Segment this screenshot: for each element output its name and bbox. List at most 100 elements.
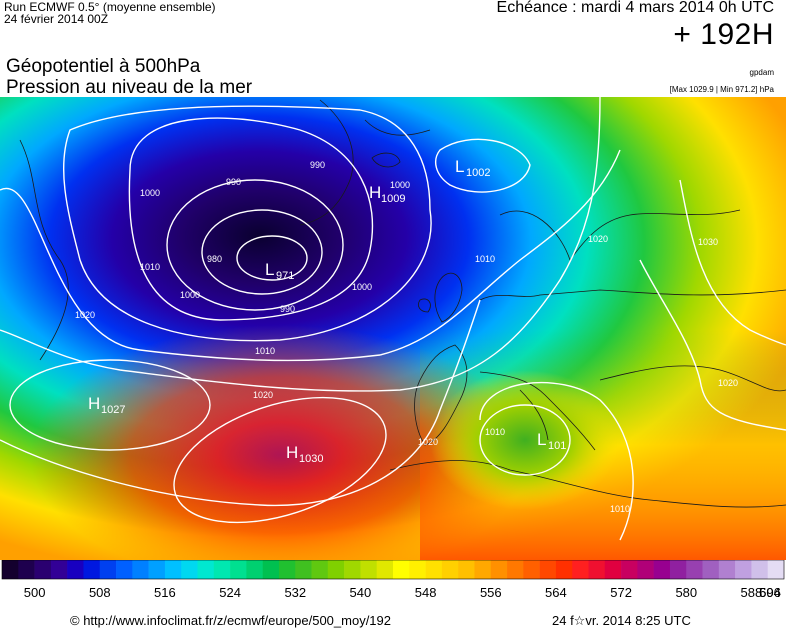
- isobar-line: [479, 381, 634, 541]
- legend-swatch: [148, 560, 166, 579]
- max-min-label: [Max 1029.9 | Min 971.2] hPa: [669, 85, 774, 94]
- isobar-ring: [166, 179, 344, 311]
- center-value: 1009: [381, 193, 405, 205]
- center-kind: H: [88, 394, 100, 413]
- legend-label: 540: [350, 585, 372, 600]
- isobars: [0, 97, 786, 541]
- center-kind: H: [369, 183, 381, 202]
- legend-label: 508: [89, 585, 111, 600]
- isobar-label: 1030: [698, 237, 718, 247]
- legend-swatch: [278, 560, 296, 579]
- legend-swatch: [360, 560, 378, 579]
- legend-swatch: [181, 560, 198, 579]
- isobar-label: 1000: [352, 282, 372, 292]
- legend-label: 564: [545, 585, 567, 600]
- isobar-label: 1010: [610, 504, 630, 514]
- isobar-line: [679, 179, 786, 346]
- scandinavia-coast: [499, 209, 741, 261]
- legend-swatch: [474, 560, 492, 579]
- center-kind: L: [265, 260, 274, 279]
- legend-swatch: [262, 560, 280, 579]
- legend-swatches: [1, 560, 785, 580]
- legend-swatch: [588, 560, 606, 579]
- isobar-line: [0, 149, 621, 362]
- legend-swatch: [246, 560, 263, 579]
- north-america-coast: [19, 139, 69, 361]
- mediterranean-trough: [430, 370, 620, 510]
- legend-swatch: [669, 560, 687, 579]
- legend-label: 556: [480, 585, 502, 600]
- legend-swatch: [311, 560, 329, 579]
- legend-swatch: [507, 560, 524, 579]
- isobar-ring: [434, 138, 531, 193]
- iberia-outline: [414, 344, 468, 446]
- legend-swatch: [393, 560, 410, 579]
- legend-swatch: [376, 560, 394, 579]
- isobar-label: 1000: [390, 180, 410, 190]
- italy-balkans-coast: [479, 371, 596, 451]
- legend-swatch: [67, 560, 84, 579]
- center-kind: L: [455, 157, 464, 176]
- legend-swatch: [539, 560, 557, 579]
- legend-label: 572: [610, 585, 632, 600]
- british-isles-outline: [418, 272, 463, 323]
- legend-label: 532: [284, 585, 306, 600]
- legend-frame: [1, 560, 785, 580]
- high-center: H 1030: [286, 443, 323, 465]
- isobar-ring: [63, 105, 432, 342]
- legend-swatch: [718, 560, 736, 579]
- isobar-label: 990: [226, 177, 241, 187]
- pressure-centers: L 971 L 1002 H 1009 H 1027 H 1030 L 101: [88, 157, 566, 465]
- isobar-line: [0, 97, 601, 392]
- legend-swatch: [99, 560, 117, 579]
- legend-swatch: [197, 560, 215, 579]
- run-label: Run ECMWF 0.5° (moyenne ensemble): [4, 0, 216, 14]
- legend-swatch: [34, 560, 52, 579]
- isobar-ring: [9, 359, 211, 451]
- isobar-ring: [236, 235, 308, 281]
- isobar-ring: [173, 396, 387, 524]
- color-legend: 500 508 516 524 532 540 548 556 564 572 580 5885966…: [1, 560, 785, 600]
- high-center: H 1009: [369, 183, 405, 205]
- legend-swatch: [637, 560, 654, 579]
- legend-swatch: [523, 560, 540, 579]
- coastlines: [19, 99, 786, 508]
- legend-labels: 500 508 516 524 532 540 548 556 564 572 580 5885966…: [24, 585, 781, 600]
- map-title-line1: Géopotentiel à 500hPa: [6, 56, 201, 77]
- isobar-label: 1000: [140, 188, 160, 198]
- isobar-ring: [128, 117, 374, 321]
- legend-swatch: [164, 560, 182, 579]
- legend-label: 596: [759, 585, 781, 600]
- legend-swatch: [767, 560, 785, 579]
- subtropical-ridge: [30, 325, 530, 560]
- north-europe-coast: [479, 289, 786, 301]
- legend-swatch: [2, 560, 19, 579]
- legend-label: 524: [219, 585, 241, 600]
- legend-swatch: [213, 560, 231, 579]
- center-kind: L: [537, 430, 546, 449]
- legend-label: 588: [741, 585, 763, 600]
- legend-swatch: [458, 560, 475, 579]
- legend-swatch: [555, 560, 573, 579]
- legend-swatch: [686, 560, 703, 579]
- legend-swatch: [572, 560, 589, 579]
- isobar-ring: [479, 404, 571, 476]
- isobar-label: 1020: [418, 437, 438, 447]
- center-value: 101: [548, 440, 566, 452]
- legend-swatch: [735, 560, 752, 579]
- legend-swatch: [409, 560, 426, 579]
- greenland-coast: [299, 99, 431, 226]
- legend-swatch: [344, 560, 361, 579]
- legend-swatch: [441, 560, 459, 579]
- run-date: 24 février 2014 00Z: [4, 12, 109, 26]
- legend-swatch: [18, 560, 35, 579]
- iceland-outline: [371, 152, 401, 168]
- legend-swatch: [132, 560, 149, 579]
- isobar-label: 980: [207, 254, 222, 264]
- isobar-line: [639, 259, 786, 431]
- valid-time: Echéance : mardi 4 mars 2014 0h UTC: [496, 0, 774, 16]
- legend-label: 500: [24, 585, 46, 600]
- center-value: 1030: [299, 453, 323, 465]
- legend-label: 604: [759, 585, 781, 600]
- legend-swatch: [230, 560, 247, 579]
